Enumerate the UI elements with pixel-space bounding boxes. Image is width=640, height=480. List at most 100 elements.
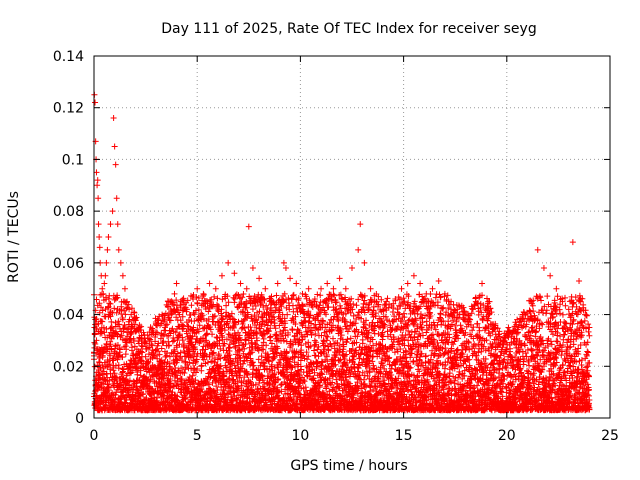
- data-point: [114, 342, 121, 349]
- data-point: [138, 348, 145, 355]
- data-point: [190, 353, 197, 360]
- data-point: [118, 332, 125, 339]
- data-point: [115, 365, 122, 372]
- data-point: [166, 342, 173, 349]
- data-point: [107, 341, 114, 348]
- data-point: [160, 340, 167, 347]
- data-point: [140, 390, 147, 397]
- data-point: [111, 305, 118, 312]
- data-point: [110, 357, 117, 364]
- data-point: [289, 327, 296, 334]
- data-point: [173, 353, 180, 360]
- data-point: [107, 352, 114, 359]
- data-point: [198, 367, 205, 374]
- data-point: [192, 377, 199, 384]
- data-point: [273, 292, 280, 299]
- data-point: [133, 360, 140, 367]
- data-point: [91, 331, 98, 338]
- data-point: [96, 300, 103, 307]
- data-point: [152, 338, 159, 345]
- data-point: [159, 374, 166, 381]
- data-point: [194, 300, 201, 307]
- data-point: [107, 300, 114, 307]
- data-point: [203, 331, 210, 338]
- data-point: [189, 372, 196, 379]
- data-point: [115, 318, 122, 325]
- grid-lines: [94, 56, 610, 418]
- data-point: [101, 359, 108, 366]
- data-point: [98, 304, 105, 311]
- data-point: [198, 386, 205, 393]
- data-point: [123, 305, 130, 312]
- chart-title: Day 111 of 2025, Rate Of TEC Index for r…: [161, 21, 536, 37]
- data-point: [126, 316, 133, 323]
- data-point: [240, 290, 247, 297]
- data-point: [179, 337, 186, 344]
- data-point: [169, 301, 176, 308]
- data-point: [142, 353, 149, 360]
- data-point: [339, 296, 346, 303]
- data-point: [187, 401, 194, 408]
- data-point: [148, 341, 155, 348]
- data-point: [267, 333, 274, 340]
- data-point: [106, 377, 113, 384]
- data-point: [99, 307, 106, 314]
- data-point: [217, 345, 224, 352]
- data-point: [116, 321, 123, 328]
- data-point: [99, 318, 106, 325]
- data-point: [188, 302, 195, 309]
- data-point: [166, 360, 173, 367]
- data-point: [184, 383, 191, 390]
- data-point: [289, 302, 296, 309]
- data-point: [146, 337, 153, 344]
- data-point: [184, 323, 191, 330]
- data-point: [353, 302, 360, 309]
- data-point: [129, 367, 136, 374]
- data-point: [110, 367, 117, 374]
- data-point: [162, 322, 169, 329]
- data-point: [147, 336, 154, 343]
- data-point: [117, 346, 124, 353]
- data-point: [113, 330, 120, 337]
- data-point: [138, 336, 145, 343]
- data-point: [192, 339, 199, 346]
- data-point: [174, 350, 181, 357]
- data-point: [160, 366, 167, 373]
- data-point: [119, 316, 126, 323]
- data-point: [317, 292, 324, 299]
- data-point: [181, 369, 188, 376]
- data-point: [384, 295, 391, 302]
- data-point: [139, 349, 146, 356]
- data-point: [142, 396, 149, 403]
- data-point: [167, 330, 174, 337]
- data-point: [167, 317, 174, 324]
- data-point: [161, 392, 168, 399]
- data-point: [226, 344, 233, 351]
- data-point: [195, 306, 202, 313]
- data-point: [156, 351, 163, 358]
- data-point: [183, 330, 190, 337]
- data-point: [423, 318, 430, 325]
- data-point: [196, 322, 203, 329]
- data-point: [112, 391, 119, 398]
- data-point: [158, 345, 165, 352]
- data-point: [173, 297, 180, 304]
- data-point: [98, 291, 105, 298]
- data-point: [154, 348, 161, 355]
- data-point: [417, 311, 424, 318]
- data-point: [194, 365, 201, 372]
- data-point: [192, 369, 199, 376]
- data-point: [165, 372, 172, 379]
- data-point: [381, 377, 388, 384]
- data-point: [166, 353, 173, 360]
- data-point: [258, 353, 265, 360]
- data-point: [154, 329, 161, 336]
- data-point: [160, 318, 167, 325]
- data-point: [114, 294, 121, 301]
- data-point: [160, 375, 167, 382]
- data-point: [105, 387, 112, 394]
- data-point: [178, 357, 185, 364]
- data-point: [192, 346, 199, 353]
- data-point: [186, 359, 193, 366]
